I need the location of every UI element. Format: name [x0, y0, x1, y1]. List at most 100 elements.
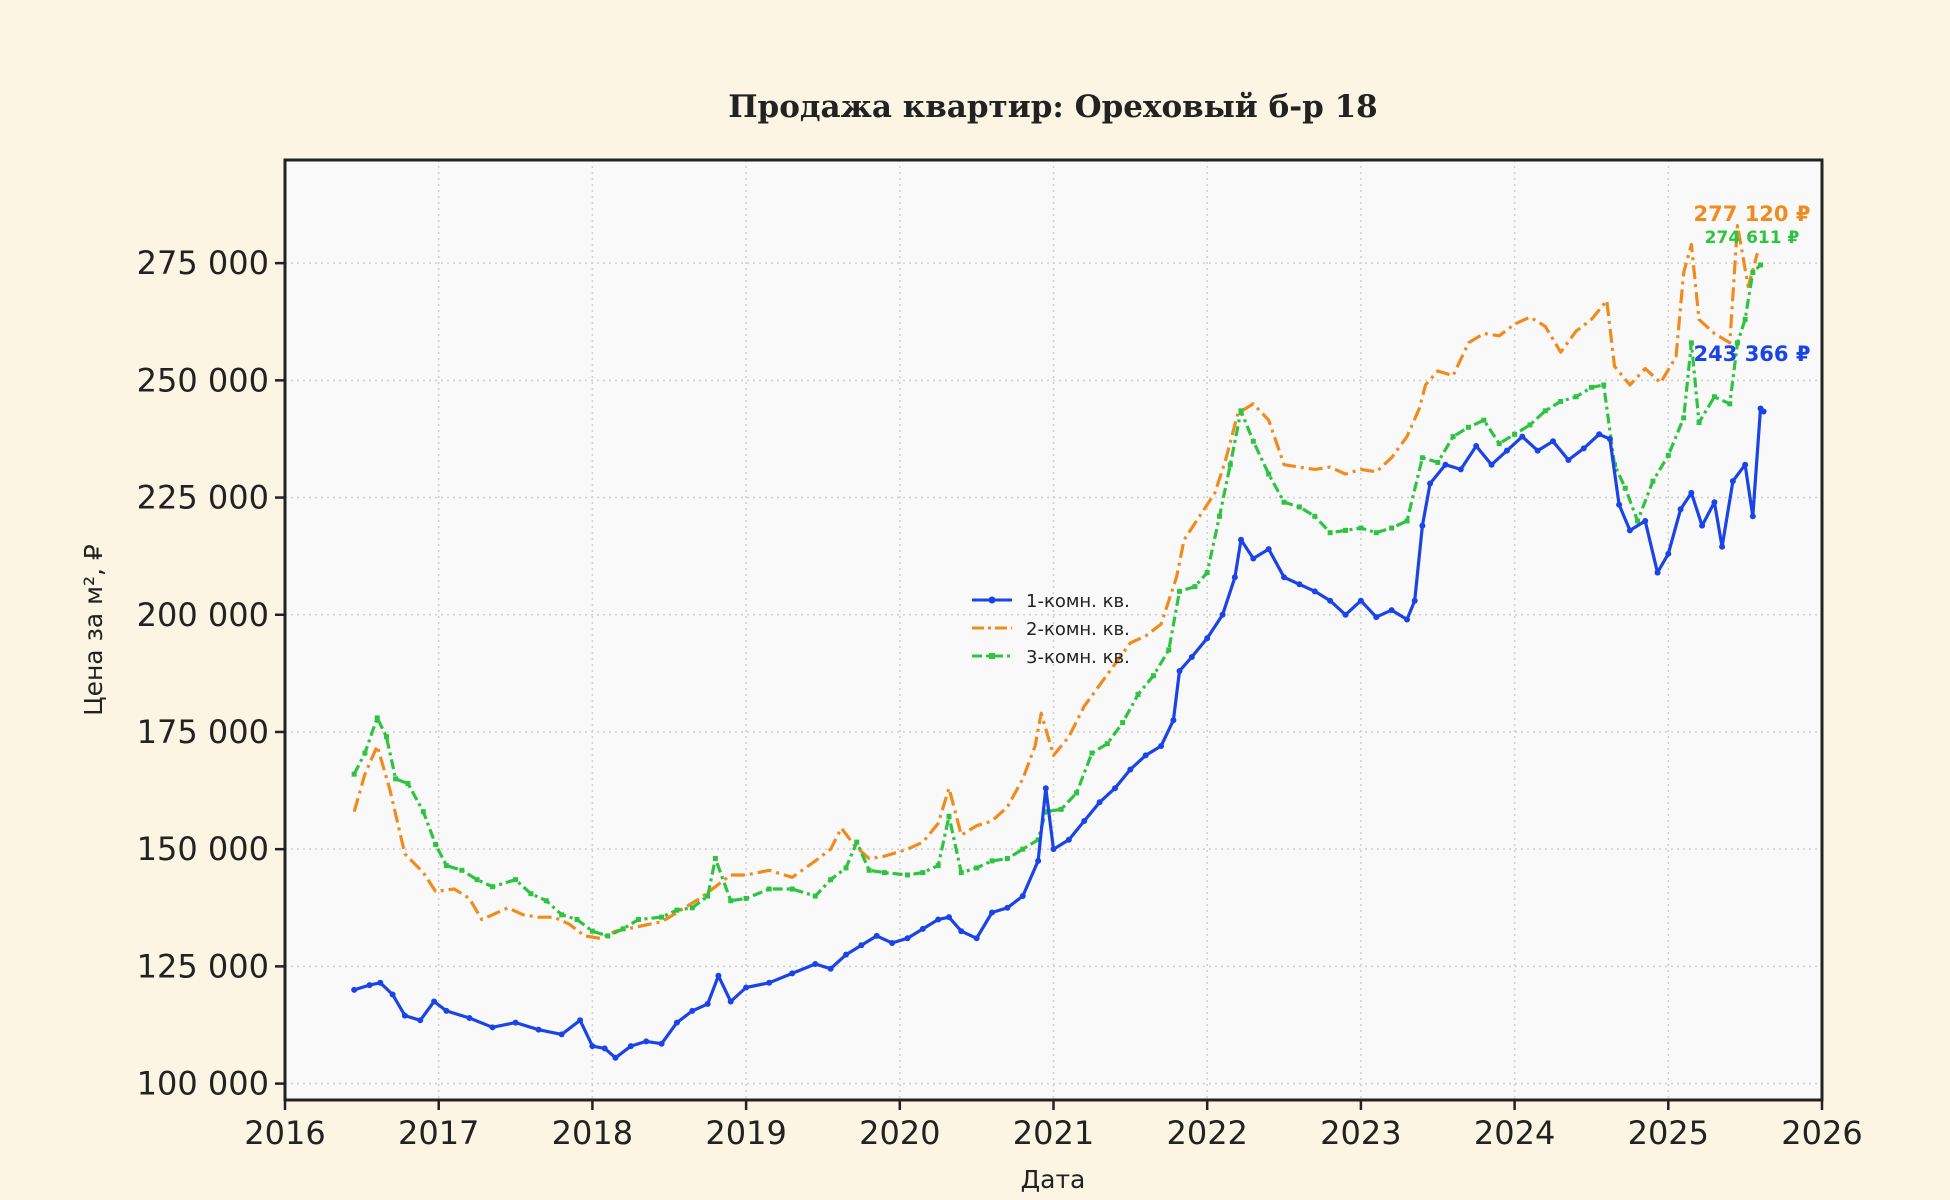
data-point-1room [704, 1000, 711, 1007]
data-point-3room [636, 917, 642, 923]
data-point-3room [920, 870, 926, 876]
data-point-1room [1231, 574, 1238, 581]
data-point-3room [1043, 809, 1049, 815]
data-point-1room [366, 982, 373, 989]
data-point-1room [1503, 447, 1510, 454]
data-point-1room [1626, 527, 1633, 534]
data-point-1room [577, 1017, 584, 1024]
chart-title: Продажа квартир: Ореховый б-р 18 [728, 89, 1377, 125]
data-point-1room [715, 972, 722, 979]
data-point-3room [589, 928, 595, 934]
x-tick-label: 2016 [244, 1114, 325, 1152]
end-value-labels: 243 366 ₽ 277 120 ₽274 611 ₽ [1694, 202, 1811, 366]
data-point-3room [1238, 408, 1244, 414]
data-point-1room [1606, 435, 1613, 442]
data-point-3room [620, 926, 626, 932]
data-point-3room [1281, 499, 1287, 505]
data-point-3room [1035, 837, 1041, 843]
data-point-3room [1558, 398, 1564, 404]
data-point-3room [1058, 806, 1064, 812]
y-axis-label: Цена за м², ₽ [79, 544, 108, 716]
data-point-3room [1020, 846, 1026, 852]
x-tick-label: 2023 [1320, 1114, 1401, 1152]
data-point-1room [1065, 836, 1072, 843]
x-tick-label: 2019 [705, 1114, 786, 1152]
data-point-3room [1665, 452, 1671, 458]
data-point-1room [989, 909, 996, 916]
data-point-1room [377, 979, 384, 986]
data-point-1room [919, 925, 926, 932]
data-point-1room [1742, 461, 1749, 468]
data-point-3room [433, 841, 439, 847]
data-point-1room [1580, 445, 1587, 452]
data-point-1room [1616, 501, 1623, 508]
y-tick-label: 200 000 [137, 596, 269, 634]
data-point-1room [1035, 857, 1042, 864]
y-tick-label: 150 000 [137, 830, 269, 868]
data-point-1room [1296, 581, 1303, 588]
data-point-1room [1654, 569, 1661, 576]
data-point-1room [889, 939, 896, 946]
x-tick-label: 2020 [859, 1114, 940, 1152]
data-point-3room [543, 898, 549, 904]
x-tick-label: 2022 [1166, 1114, 1247, 1152]
data-point-3room [712, 856, 718, 862]
data-point-3room [1727, 401, 1733, 407]
data-point-3room [528, 891, 534, 897]
data-point-1room [1342, 611, 1349, 618]
y-tick-label: 225 000 [137, 479, 269, 517]
legend-label-2room: 2-комн. кв. [1026, 619, 1130, 640]
data-point-3room [474, 877, 480, 883]
data-point-1room [1442, 461, 1449, 468]
legend: 1-комн. кв. 2-комн. кв. 3-комн. кв. [972, 591, 1130, 668]
data-point-1room [904, 935, 911, 942]
legend-item-2room: 2-комн. кв. [972, 619, 1130, 640]
data-point-3room [362, 750, 368, 756]
data-point-3room [1373, 530, 1379, 536]
data-point-3room [1216, 513, 1222, 519]
data-point-3room [1688, 340, 1694, 346]
data-point-1room [1281, 574, 1288, 581]
data-point-1room [1042, 785, 1049, 792]
data-point-3room [743, 895, 749, 901]
data-point-3room [513, 877, 519, 883]
data-point-1room [1411, 597, 1418, 604]
data-point-1room [1457, 466, 1464, 473]
legend-item-1room: 1-комн. кв. [972, 591, 1130, 612]
data-point-1room [1642, 517, 1649, 524]
y-tick-label: 100 000 [137, 1065, 269, 1103]
data-point-1room [1004, 904, 1011, 911]
data-point-1room [1081, 818, 1088, 825]
data-point-3room [843, 865, 849, 871]
data-point-3room [958, 870, 964, 876]
data-point-3room [1588, 384, 1594, 390]
axis-ticks: 2016 2017 2018 2019 2020 2021 2022 2023 2024 2025… [137, 244, 1863, 1152]
data-point-1room [1176, 668, 1183, 675]
series-lines [351, 224, 1767, 1061]
data-point-3room [1711, 394, 1717, 400]
data-point-1room [1534, 447, 1541, 454]
data-point-3room [1742, 316, 1748, 322]
data-point-3room [1481, 417, 1487, 423]
data-point-3room [1622, 485, 1628, 491]
data-point-3room [420, 809, 426, 815]
legend-label-1room: 1-комн. кв. [1026, 591, 1130, 612]
data-point-1room [973, 935, 980, 942]
y-tick-label: 175 000 [137, 713, 269, 751]
data-point-1room [1373, 614, 1380, 621]
data-point-3room [1004, 856, 1010, 862]
x-tick-label: 2021 [1013, 1114, 1094, 1152]
data-point-1room [389, 991, 396, 998]
data-point-1room [1519, 433, 1526, 440]
data-point-3room [881, 870, 887, 876]
data-point-3room [1327, 530, 1333, 536]
series-line-3room [352, 263, 1762, 938]
data-point-3room [489, 884, 495, 890]
data-point-3room [1681, 415, 1687, 421]
data-point-1room [945, 914, 952, 921]
data-point-3room [559, 912, 565, 918]
data-point-1room [1204, 635, 1211, 642]
x-tick-label: 2024 [1474, 1114, 1555, 1152]
data-point-1room [789, 970, 796, 977]
data-point-1room [1473, 442, 1480, 449]
